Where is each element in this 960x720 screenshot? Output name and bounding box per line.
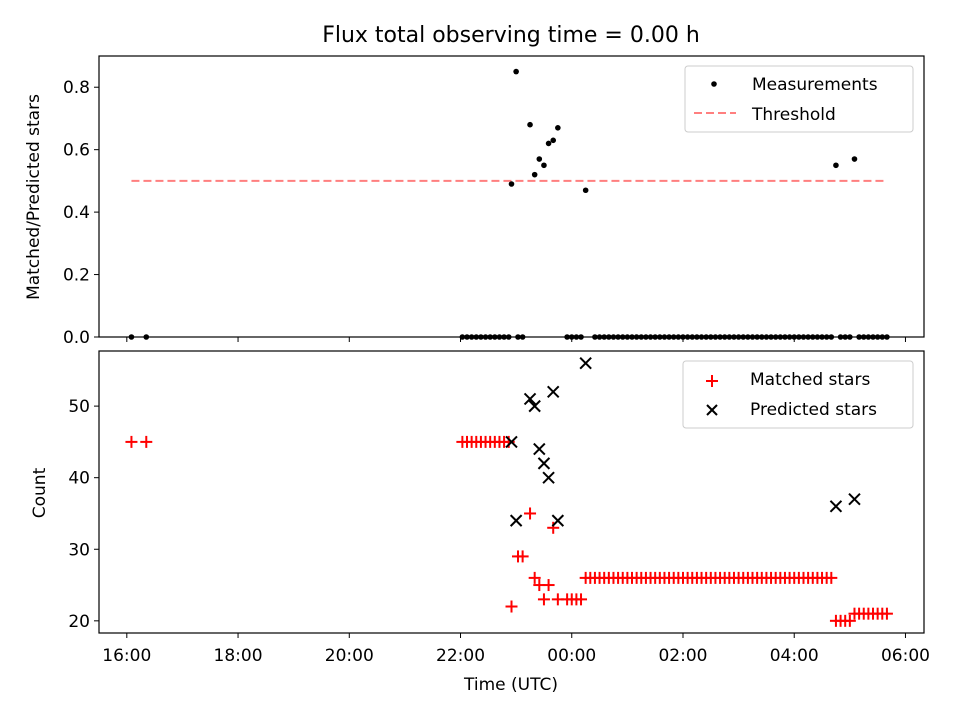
top-y-tick-label: 0.0 bbox=[63, 328, 90, 348]
top-panel-frame bbox=[98, 55, 925, 338]
predicted-star-point bbox=[523, 392, 537, 406]
top-y-axis-label: Matched/Predicted stars bbox=[24, 94, 44, 300]
legend-threshold-label: Threshold bbox=[751, 105, 836, 125]
matched-star-point bbox=[547, 521, 560, 534]
top-y-tick-label: 0.4 bbox=[63, 203, 90, 223]
legend-predicted-label: Predicted stars bbox=[750, 400, 877, 420]
top-panel: 0.00.20.40.60.8 Matched/Predicted stars … bbox=[24, 55, 925, 348]
measurement-point bbox=[550, 137, 557, 144]
bottom-y-tick-label: 50 bbox=[68, 397, 90, 417]
chart-title: Flux total observing time = 0.00 h bbox=[322, 23, 700, 48]
measurement-point bbox=[851, 156, 858, 162]
x-axis-label: Time (UTC) bbox=[463, 675, 558, 695]
predicted-star-point bbox=[533, 442, 546, 456]
predicted-star-point bbox=[542, 471, 555, 484]
matched-star-point bbox=[542, 579, 555, 592]
legend-predicted-marker bbox=[706, 404, 718, 416]
top-panel-axes: 0.0 0.2 0.4 0.6 0.8 bbox=[63, 78, 906, 348]
bottom-y-tick-label: 30 bbox=[68, 540, 90, 560]
predicted-star-point bbox=[551, 514, 565, 527]
bottom-y-axis-label: Count bbox=[30, 467, 50, 518]
x-tick-label: 02:00 bbox=[658, 646, 707, 666]
matched-star-point bbox=[843, 614, 856, 627]
predicted-star-point bbox=[579, 356, 592, 370]
measurement-point bbox=[833, 162, 839, 169]
measurement-point bbox=[513, 68, 519, 75]
predicted-star-point bbox=[509, 514, 523, 527]
matched-star-point bbox=[575, 593, 588, 606]
bottom-panel: 20 30 40 50 16:00 18:00 20:00 22:00 00:00 02:00 04… bbox=[30, 350, 930, 695]
measurement-point bbox=[582, 187, 589, 194]
bottom-legend: Matched stars Predicted stars bbox=[682, 360, 914, 429]
top-legend-box bbox=[684, 65, 914, 133]
measurement-point bbox=[536, 156, 543, 162]
matched-star-point bbox=[125, 435, 138, 448]
predicted-star-point bbox=[848, 492, 861, 506]
predicted-star-point bbox=[537, 457, 551, 470]
matched-star-point bbox=[825, 571, 838, 584]
matched-star-point bbox=[528, 571, 541, 584]
x-tick-label: 22:00 bbox=[436, 646, 485, 666]
bottom-y-tick-label: 20 bbox=[68, 612, 90, 632]
measurement-point bbox=[545, 140, 552, 147]
x-tick-label: 18:00 bbox=[214, 646, 263, 666]
matched-star-point bbox=[537, 593, 550, 606]
predicted-star-point bbox=[547, 385, 560, 399]
bottom-panel-marks bbox=[125, 356, 893, 627]
matched-star-point bbox=[505, 600, 518, 613]
measurement-point bbox=[541, 162, 547, 169]
matched-star-point bbox=[880, 607, 893, 620]
measurement-point bbox=[508, 181, 515, 187]
top-y-tick-label: 0.2 bbox=[63, 266, 90, 286]
predicted-star-point bbox=[505, 435, 518, 449]
x-tick-label: 00:00 bbox=[547, 646, 596, 666]
matched-star-point bbox=[140, 435, 153, 448]
top-y-tick-label: 0.6 bbox=[63, 141, 90, 161]
legend-measurements-label: Measurements bbox=[752, 75, 878, 95]
x-tick-label: 06:00 bbox=[881, 646, 930, 666]
legend-matched-marker bbox=[706, 375, 718, 387]
x-tick-label: 04:00 bbox=[770, 646, 819, 666]
measurement-point bbox=[531, 171, 538, 178]
x-tick-label: 16:00 bbox=[102, 646, 151, 666]
matched-star-point bbox=[524, 507, 537, 520]
x-tick-label: 20:00 bbox=[325, 646, 374, 666]
bottom-y-tick-label: 40 bbox=[68, 469, 90, 489]
predicted-star-point bbox=[528, 399, 541, 413]
bottom-panel-frame bbox=[98, 350, 925, 634]
matched-star-point bbox=[516, 550, 529, 563]
top-legend: Measurements Threshold bbox=[684, 65, 914, 133]
legend-matched-label: Matched stars bbox=[750, 370, 870, 390]
measurement-point bbox=[527, 121, 533, 128]
top-y-tick-label: 0.8 bbox=[63, 78, 90, 98]
bottom-legend-box bbox=[682, 360, 914, 429]
legend-measurements-marker bbox=[711, 81, 717, 87]
measurement-point bbox=[555, 125, 561, 131]
predicted-star-point bbox=[829, 500, 843, 513]
bottom-panel-axes: 20 30 40 50 16:00 18:00 20:00 22:00 00:00 02:00 04… bbox=[68, 397, 930, 666]
